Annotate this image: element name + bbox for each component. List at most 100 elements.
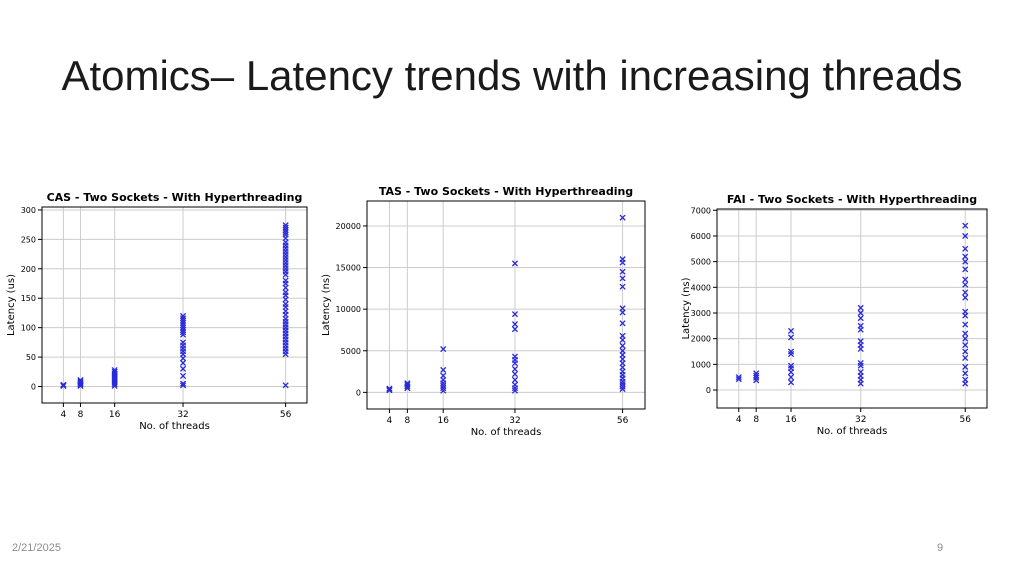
data-point — [511, 311, 519, 318]
data-point-stroke — [179, 324, 187, 331]
data-point — [857, 309, 864, 317]
data-point — [179, 329, 187, 336]
data-point-stroke — [386, 385, 393, 392]
data-point — [179, 326, 187, 334]
y-tick-label: 3000 — [691, 309, 711, 318]
data-point — [179, 380, 187, 387]
data-point-stroke — [404, 380, 411, 387]
data-point — [511, 387, 519, 394]
chart-title: CAS - Two Sockets - With Hyperthreading — [47, 191, 303, 204]
data-point-stroke — [857, 368, 864, 376]
data-point-stroke — [962, 266, 969, 273]
data-point — [962, 363, 969, 370]
y-tick-label: 2000 — [691, 335, 711, 344]
data-point-stroke — [619, 256, 626, 263]
data-point — [962, 342, 969, 349]
data-point-stroke — [787, 334, 795, 341]
data-point-stroke — [857, 304, 864, 311]
chart-title: FAI - Two Sockets - With Hyperthreading — [727, 193, 977, 206]
data-point-stroke — [962, 276, 969, 283]
data-point — [619, 256, 626, 263]
data-point — [787, 379, 795, 386]
data-point-stroke — [619, 275, 626, 282]
data-point — [619, 283, 626, 290]
data-point — [440, 387, 447, 394]
data-point — [404, 380, 411, 387]
plot-frame — [716, 208, 988, 409]
data-point-stroke — [511, 387, 519, 394]
x-tick-label: 56 — [617, 416, 629, 426]
data-point — [179, 331, 187, 338]
y-tick-label: 5000 — [341, 347, 361, 356]
data-point-stroke — [962, 330, 969, 337]
data-point — [440, 382, 447, 389]
data-point — [787, 334, 795, 341]
y-tick-label: 7000 — [691, 206, 711, 215]
data-point-stroke — [619, 383, 626, 390]
x-tick-label: 32 — [855, 415, 866, 425]
x-axis-label: No. of threads — [817, 426, 888, 437]
data-point-stroke — [77, 378, 84, 385]
data-point-stroke — [111, 368, 118, 375]
data-point — [404, 381, 411, 388]
data-point-stroke — [619, 283, 626, 290]
x-axis-label: No. of threads — [471, 427, 542, 438]
data-point-stroke — [787, 327, 795, 335]
data-point — [735, 376, 742, 383]
x-tick-label: 56 — [280, 410, 292, 420]
data-point-stroke — [857, 322, 864, 329]
data-point — [962, 330, 969, 337]
data-point — [962, 321, 969, 328]
x-tick-label: 56 — [959, 415, 971, 425]
data-point-stroke — [962, 258, 969, 265]
data-point — [787, 374, 795, 381]
y-tick-label: 15000 — [336, 264, 361, 273]
data-point-stroke — [440, 366, 447, 373]
y-tick-label: 0 — [31, 383, 36, 392]
x-tick-label: 4 — [61, 410, 67, 420]
data-point-stroke — [962, 321, 969, 328]
data-point-stroke — [962, 294, 969, 301]
data-point-stroke — [511, 376, 519, 383]
data-point-stroke — [619, 385, 626, 393]
y-tick-label: 6000 — [691, 232, 711, 241]
data-point-stroke — [962, 376, 969, 383]
data-point-stroke — [282, 231, 289, 238]
data-point — [282, 222, 289, 229]
x-tick-label: 16 — [437, 416, 449, 426]
slide-title: Atomics– Latency trends with increasing … — [61, 52, 963, 99]
data-point-stroke — [404, 381, 411, 388]
x-tick-label: 8 — [753, 415, 759, 425]
data-point — [962, 376, 969, 383]
data-point-stroke — [440, 387, 447, 394]
data-point-stroke — [962, 222, 969, 229]
x-tick-label: 4 — [387, 416, 393, 426]
data-point — [753, 370, 760, 377]
data-point — [619, 347, 626, 354]
data-point — [962, 348, 969, 355]
data-point — [753, 372, 760, 379]
data-point — [619, 214, 626, 221]
data-point-stroke — [511, 353, 519, 360]
y-tick-label: 10000 — [336, 305, 361, 314]
data-point-stroke — [511, 311, 519, 318]
y-tick-label: 300 — [21, 206, 36, 215]
data-point-stroke — [440, 346, 447, 353]
data-point-stroke — [179, 380, 187, 387]
data-point-stroke — [179, 322, 187, 329]
data-point-stroke — [962, 335, 969, 342]
data-point — [787, 348, 795, 355]
y-tick-label: 100 — [21, 324, 36, 333]
data-point — [619, 383, 626, 390]
data-point — [962, 289, 969, 296]
data-point-stroke — [787, 374, 795, 381]
y-tick-label: 0 — [356, 388, 361, 397]
data-point-stroke — [511, 370, 519, 378]
data-point-stroke — [962, 245, 969, 252]
x-tick-label: 8 — [404, 416, 410, 426]
data-point-stroke — [282, 226, 289, 234]
data-point — [179, 322, 187, 329]
data-point — [179, 319, 187, 327]
data-point-stroke — [962, 232, 969, 240]
data-point-stroke — [77, 379, 84, 386]
